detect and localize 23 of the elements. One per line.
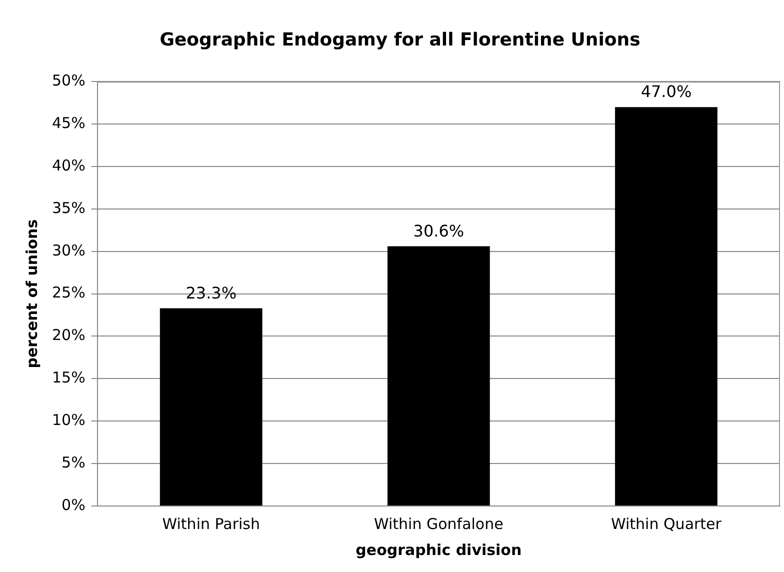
data-label: 23.3% bbox=[186, 283, 237, 302]
bar bbox=[160, 308, 262, 506]
y-tick-label: 25% bbox=[52, 284, 86, 302]
y-axis-title: percent of unions bbox=[22, 219, 41, 368]
x-axis-title: geographic division bbox=[356, 540, 522, 559]
data-label: 30.6% bbox=[413, 221, 464, 240]
y-tick-label: 30% bbox=[52, 241, 86, 260]
y-tick-label: 10% bbox=[52, 411, 86, 430]
data-label: 47.0% bbox=[640, 82, 692, 102]
y-tick-label: 35% bbox=[52, 198, 86, 217]
y-tick-label: 15% bbox=[52, 368, 86, 387]
y-tick-label: 40% bbox=[52, 156, 86, 174]
y-tick-label: 45% bbox=[52, 114, 86, 132]
bar bbox=[387, 246, 490, 506]
chart-title: Geographic Endogamy for all Florentine Unions bbox=[160, 29, 640, 50]
y-tick-label: 50% bbox=[52, 71, 86, 90]
y-tick-label: 0% bbox=[62, 496, 86, 514]
x-tick-label: Within Parish bbox=[162, 514, 260, 533]
y-tick-label: 20% bbox=[52, 326, 86, 344]
bar bbox=[615, 107, 718, 506]
y-tick-label: 5% bbox=[62, 453, 86, 472]
x-tick-label: Within Gonfalone bbox=[374, 514, 504, 533]
x-tick-label: Within Quarter bbox=[610, 514, 722, 533]
